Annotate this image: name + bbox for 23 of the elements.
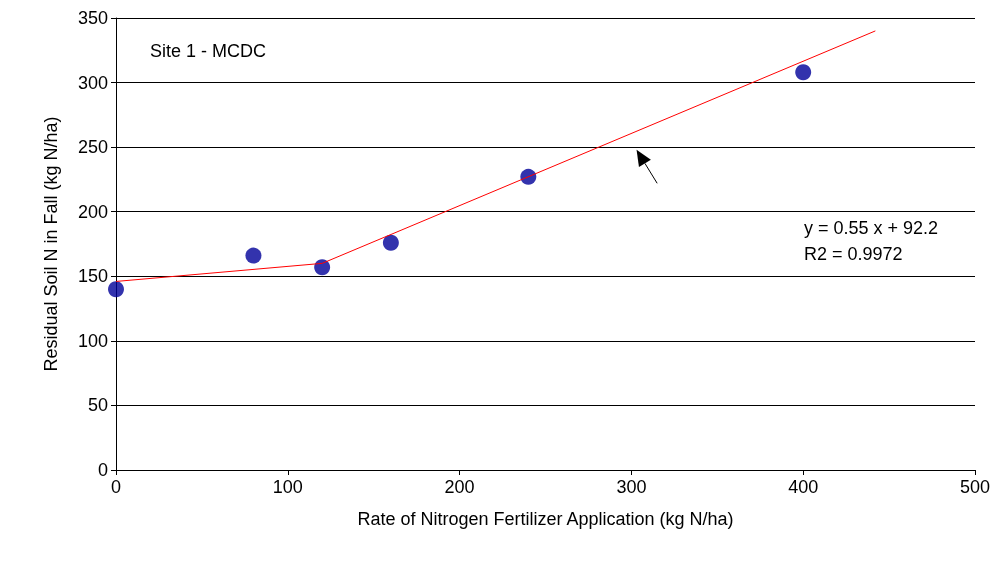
x-tick-label: 200 [444,477,475,497]
y-tick-label: 350 [77,8,108,28]
y-tick-label: 200 [77,201,108,222]
point [382,234,399,251]
x-tick-label: 100 [272,477,303,497]
x-tick-label: 300 [616,477,647,497]
point [314,259,331,276]
y-tick-label: 100 [77,330,108,351]
y-tick-label: 150 [77,266,108,287]
x-axis-title: Rate of Nitrogen Fertilizer Application (kg N/ha) [357,509,734,529]
x-tick-label: 400 [788,477,819,497]
y-tick-label: 300 [77,72,108,93]
point [108,281,124,298]
annotation: Site 1 - MCDC [150,41,267,61]
annotation: y = 0.55 x + 92.2 R2 = 0.9972 [803,218,939,264]
point [795,64,812,81]
y-tick-label: 250 [77,137,108,158]
x-tick-label: 0 [110,477,122,497]
point [245,247,262,264]
y-tick-label: 50 [87,395,108,416]
x-tick-label: 500 [959,477,991,497]
y-axis-title: Residual Soil N in Fall (kg N/ha) [41,116,61,372]
y-tick-label: 0 [97,460,108,480]
